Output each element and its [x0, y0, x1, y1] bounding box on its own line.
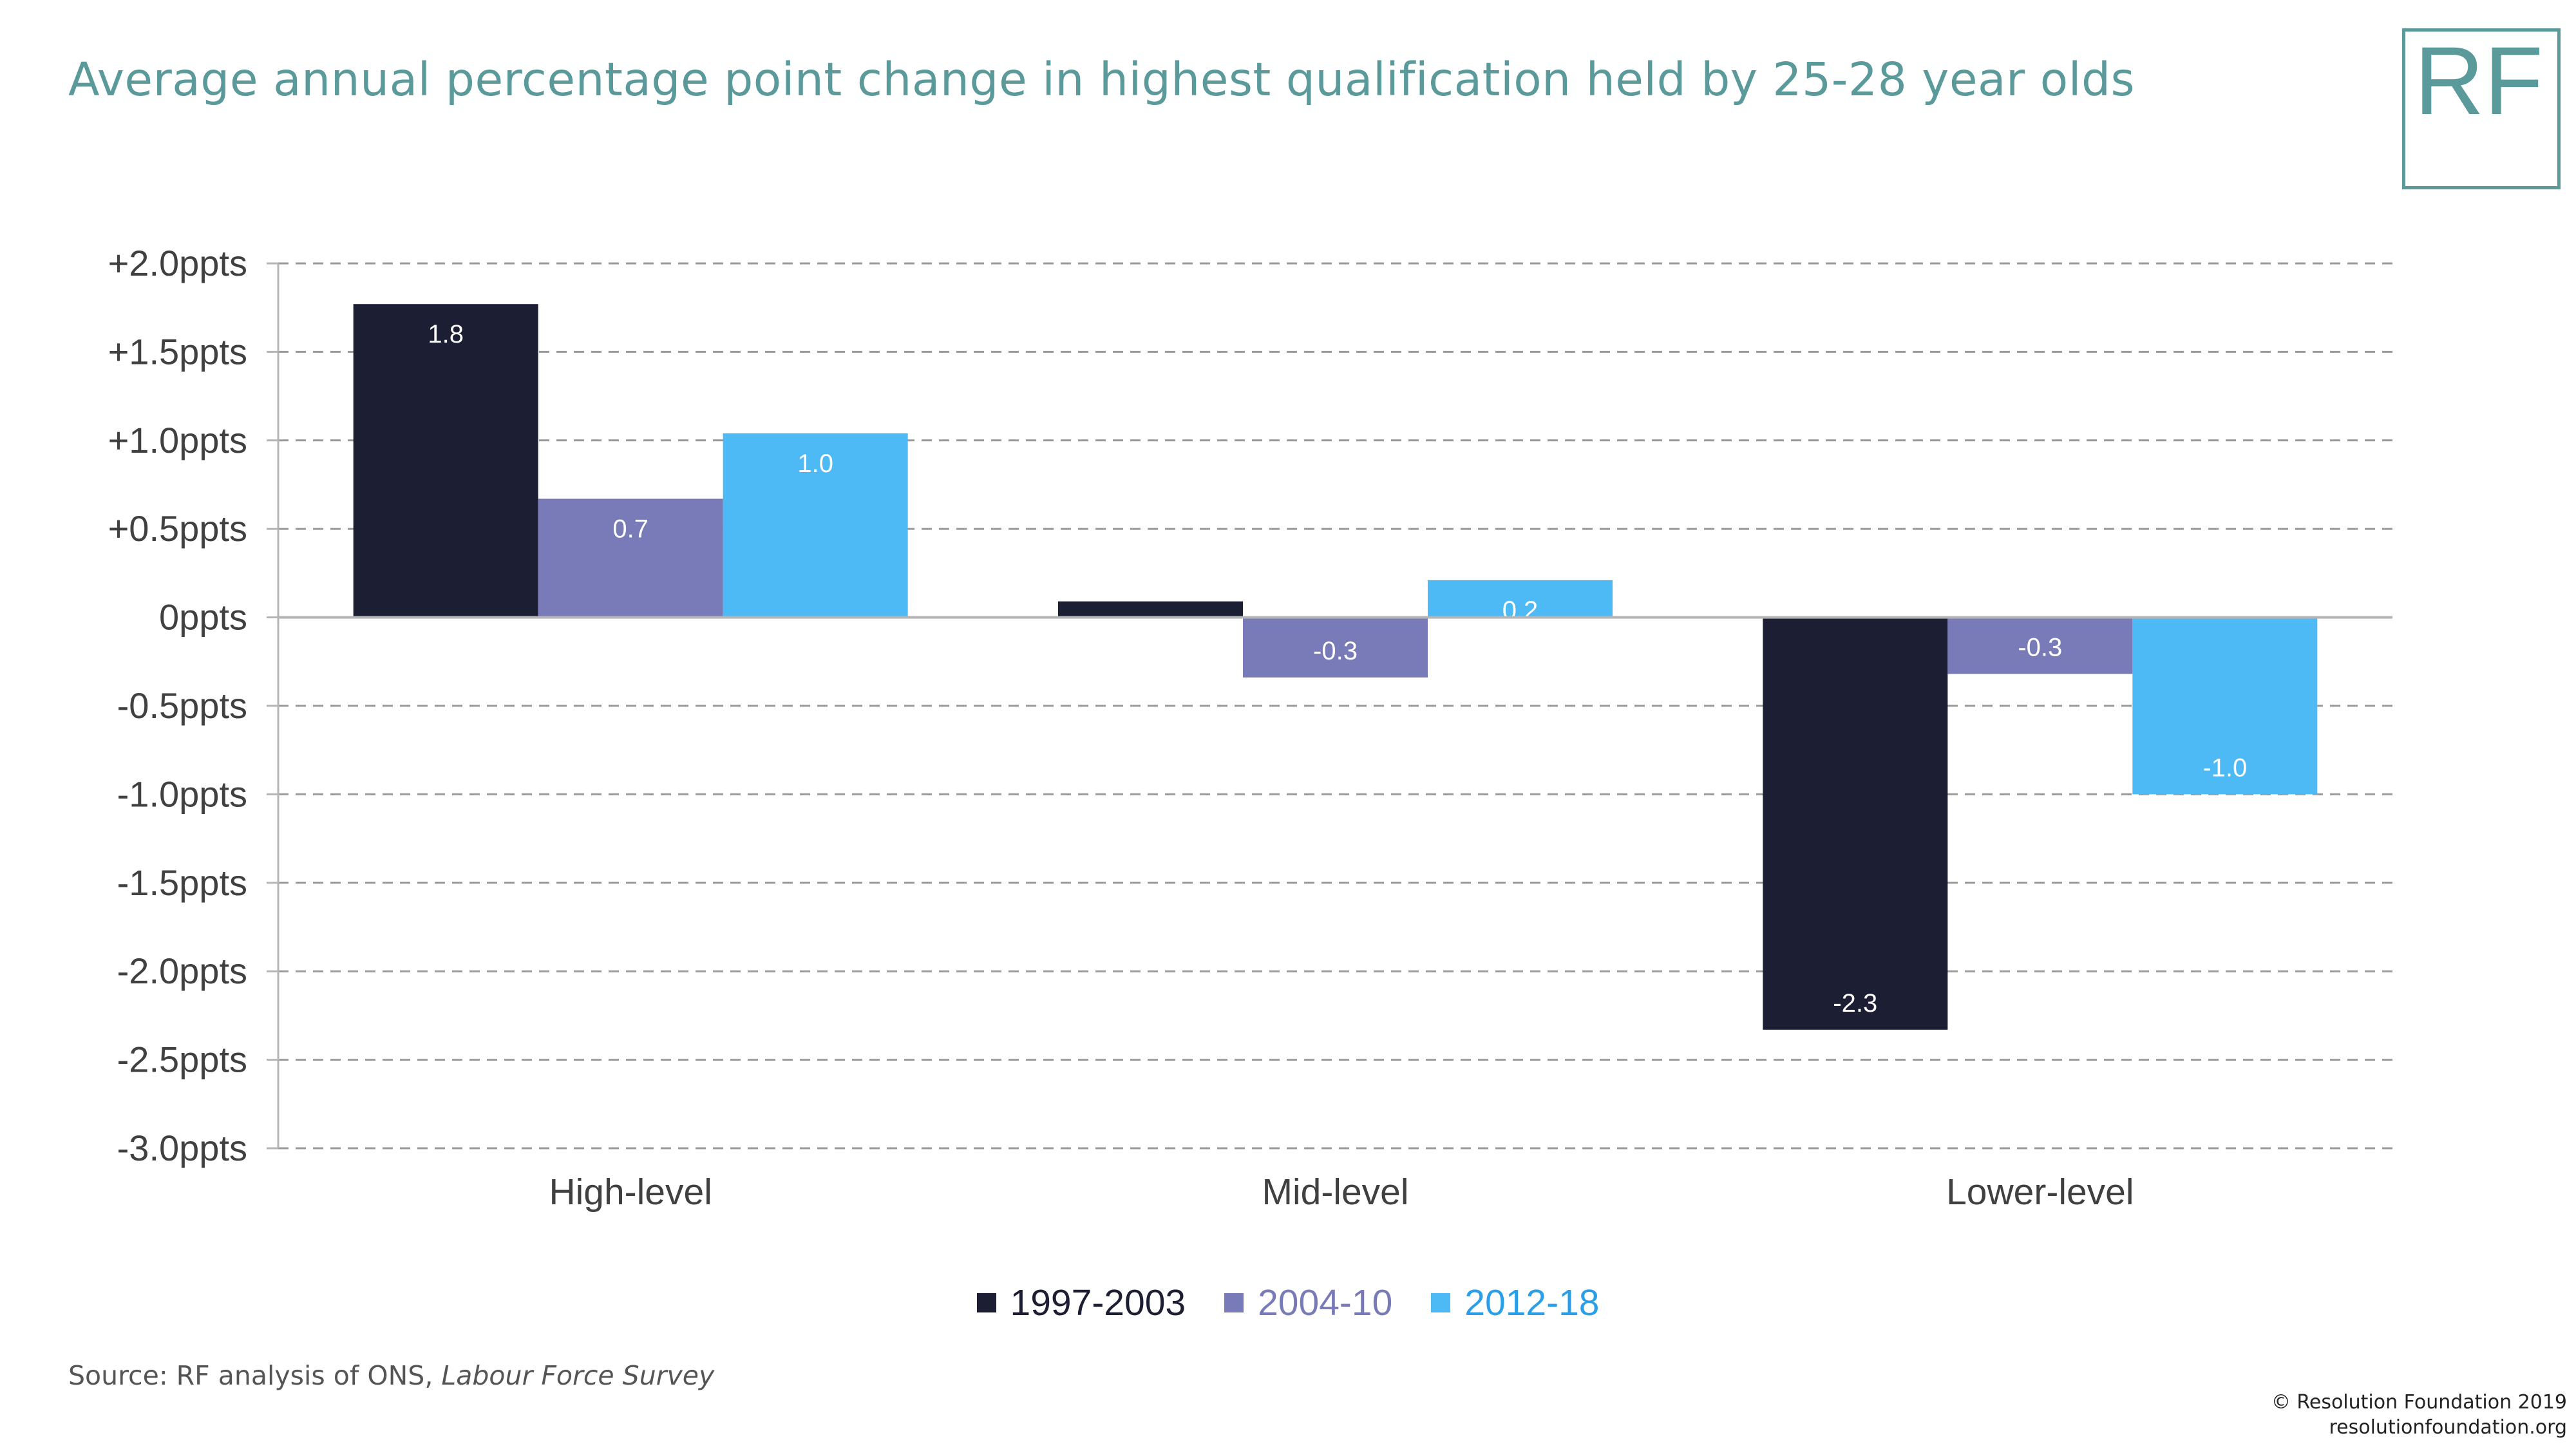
- source-survey-name: Labour Force Survey: [441, 1360, 715, 1391]
- chart-title: Average annual percentage point change i…: [68, 53, 2135, 106]
- y-tick-label: +1.0ppts: [108, 420, 247, 460]
- bar-chart: +2.0ppts +1.5ppts +1.0ppts +0.5ppts 0ppts -0.…: [108, 243, 2392, 1213]
- y-tick-label: -2.0ppts: [117, 951, 247, 991]
- data-label: -0.3: [1313, 637, 1358, 665]
- y-tick-label: +0.5ppts: [108, 508, 247, 549]
- y-tick-label: -3.0ppts: [117, 1128, 247, 1168]
- source-prefix: Source: RF analysis of ONS,: [68, 1360, 442, 1391]
- legend-swatch: [976, 1293, 996, 1312]
- rf-logo: RF: [2402, 28, 2561, 189]
- data-label: 0.7: [612, 515, 649, 543]
- legend-swatch: [1224, 1293, 1244, 1312]
- bar-2012-18-High-level: [723, 433, 908, 618]
- chart-legend: 1997-2003 2004-10 2012-18: [0, 1282, 2576, 1324]
- y-tick-label: -0.5ppts: [117, 685, 247, 726]
- data-label: 1.0: [797, 450, 833, 478]
- legend-label: 2012-18: [1464, 1282, 1600, 1323]
- legend-label: 2004-10: [1258, 1282, 1393, 1323]
- legend-swatch: [1431, 1293, 1451, 1312]
- bar-2004-10-Lower-level: [1947, 617, 2133, 674]
- y-tick-label: +2.0ppts: [108, 243, 247, 283]
- y-tick-label: -1.0ppts: [117, 773, 247, 814]
- bar-1997-2003-Lower-level: [1763, 617, 1948, 1030]
- data-label: -2.3: [1833, 989, 1877, 1018]
- data-label: -1.0: [2202, 753, 2247, 782]
- x-category-label: Lower-level: [1946, 1171, 2134, 1213]
- legend-item-2012-18: 2012-18: [1431, 1282, 1599, 1324]
- legend-item-1997-2003: 1997-2003: [976, 1282, 1186, 1324]
- logo-text: RF: [2414, 26, 2543, 135]
- data-label: 0.2: [1502, 596, 1539, 625]
- bar-2004-10-High-level: [538, 498, 723, 618]
- bar-2004-10-Mid-level: [1243, 617, 1428, 678]
- data-label: -0.3: [2018, 634, 2062, 662]
- y-tick-label: -1.5ppts: [117, 862, 247, 903]
- y-tick-label: 0ppts: [159, 597, 247, 638]
- source-note: Source: RF analysis of ONS, Labour Force…: [68, 1360, 714, 1391]
- website-text: resolutionfoundation.org: [2329, 1416, 2567, 1439]
- bar-2012-18-Lower-level: [2132, 617, 2318, 795]
- data-label: 1.8: [428, 320, 464, 348]
- bar-1997-2003-Mid-level: [1058, 601, 1243, 618]
- y-tick-label: -2.5ppts: [117, 1039, 247, 1080]
- copyright-text: © Resolution Foundation 2019: [2271, 1391, 2567, 1414]
- x-category-label: High-level: [549, 1171, 712, 1213]
- x-category-label: Mid-level: [1262, 1171, 1408, 1213]
- bar-1997-2003-High-level: [353, 304, 538, 618]
- bar-2012-18-Mid-level: [1428, 580, 1613, 618]
- legend-item-2004-10: 2004-10: [1224, 1282, 1392, 1324]
- y-tick-label: +1.5ppts: [108, 331, 247, 372]
- legend-label: 1997-2003: [1010, 1282, 1186, 1323]
- credit-block: © Resolution Foundation 2019 resolutionf…: [2271, 1390, 2567, 1440]
